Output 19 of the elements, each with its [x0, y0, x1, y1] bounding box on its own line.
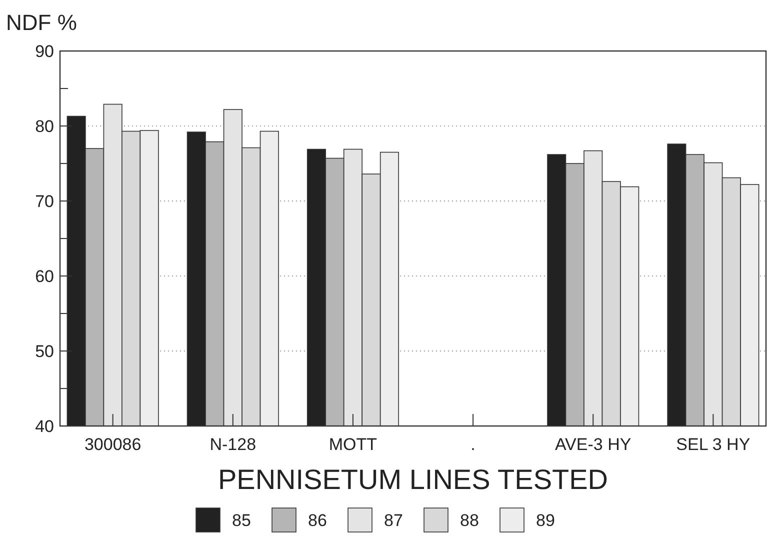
- y-tick-label: 80: [35, 116, 54, 136]
- legend-label: 86: [308, 510, 327, 530]
- legend-label: 87: [384, 510, 403, 530]
- y-tick-label: 90: [35, 42, 54, 61]
- y-tick-label: 50: [35, 342, 54, 361]
- x-tick-label: SEL 3 HY: [676, 435, 750, 454]
- y-axis-title: NDF %: [6, 10, 77, 35]
- x-tick-label: N-128: [210, 435, 256, 454]
- legend-label: 89: [536, 510, 555, 530]
- legend-label: 85: [232, 510, 251, 530]
- x-tick-label: MOTT: [328, 435, 378, 454]
- legend-label: 88: [460, 510, 479, 530]
- x-tick-label: AVE-3 HY: [554, 435, 632, 454]
- y-tick-label: 60: [35, 266, 54, 286]
- x-tick-label: .: [470, 435, 476, 454]
- y-tick-label: 70: [35, 192, 54, 211]
- x-axis-title: PENNISETUM LINES TESTED: [218, 464, 608, 495]
- x-tick-label: 300086: [84, 435, 142, 454]
- y-tick-label: 40: [35, 416, 54, 436]
